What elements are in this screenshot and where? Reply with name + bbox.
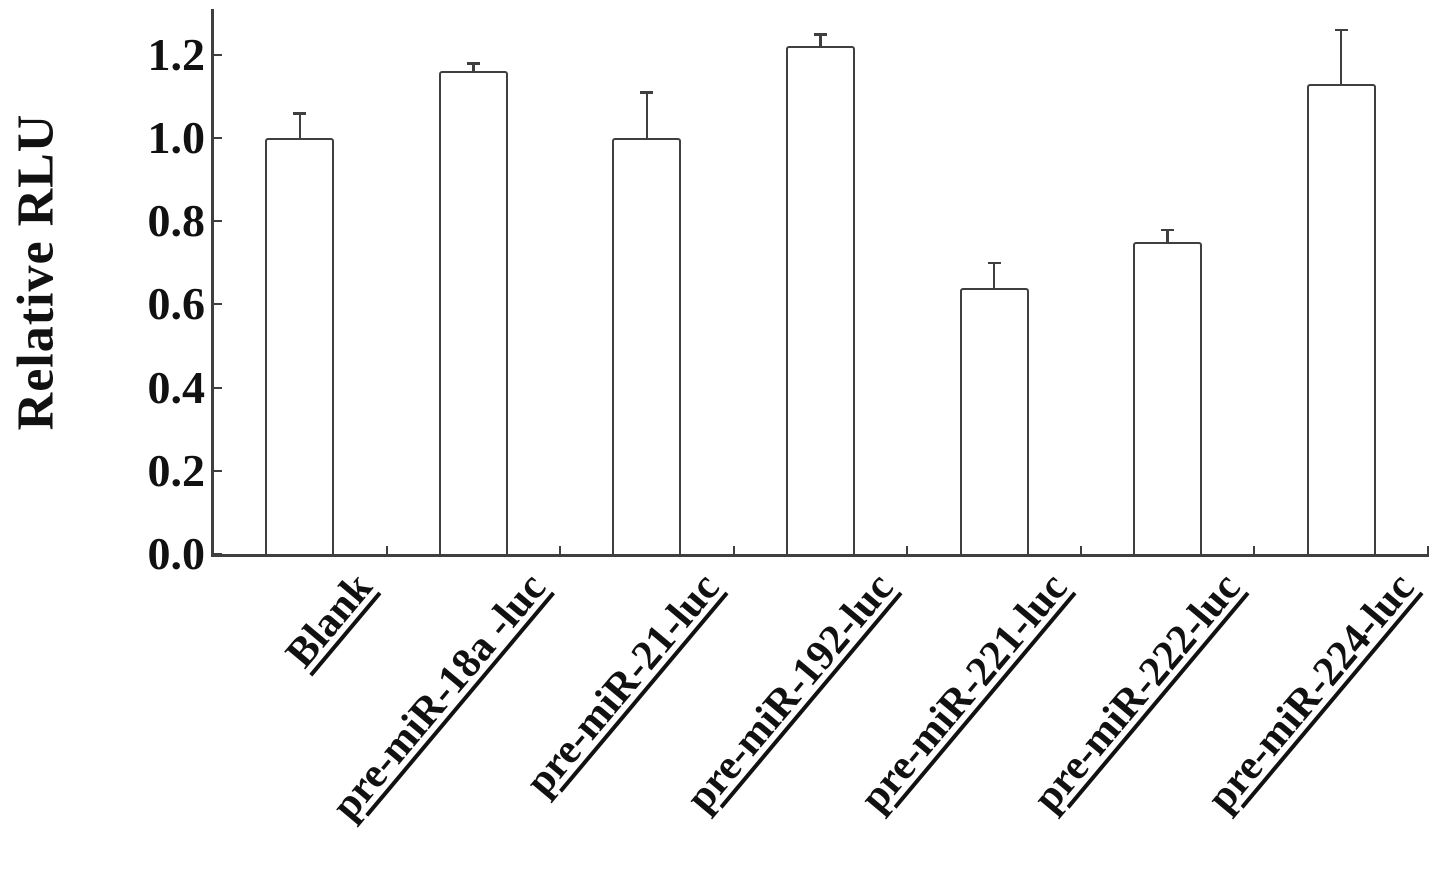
bar xyxy=(438,71,508,556)
x-tick xyxy=(385,546,388,554)
bar xyxy=(1306,83,1376,556)
y-tick xyxy=(213,469,222,472)
y-tick xyxy=(213,53,222,56)
y-tick-label: 0.6 xyxy=(147,278,206,330)
error-bar-cap xyxy=(640,91,654,94)
error-bar-cap xyxy=(1334,28,1348,32)
y-axis-label: Relative RLU xyxy=(7,113,65,431)
y-tick xyxy=(213,553,222,555)
bar xyxy=(959,287,1029,556)
bar xyxy=(265,138,335,556)
y-tick xyxy=(213,303,222,306)
error-bar-cap xyxy=(466,62,480,65)
y-tick-label: 0.0 xyxy=(147,528,206,579)
y-axis-line xyxy=(211,9,214,557)
error-bar-stem xyxy=(472,63,475,72)
x-tick xyxy=(732,546,735,554)
x-tick xyxy=(906,546,909,554)
error-bar-stem xyxy=(1339,29,1343,84)
y-tick-label: 0.2 xyxy=(147,444,206,496)
x-tick xyxy=(1253,546,1256,554)
error-bar-stem xyxy=(298,113,302,138)
error-bar-stem xyxy=(819,34,822,47)
error-bar-cap xyxy=(293,112,307,115)
x-tick xyxy=(1079,546,1082,554)
error-bar-stem xyxy=(645,92,649,138)
y-tick xyxy=(213,386,222,389)
y-tick-label: 1.0 xyxy=(147,112,206,163)
x-category-label: Blank xyxy=(277,564,382,677)
error-bar-stem xyxy=(1166,229,1169,242)
bar xyxy=(1133,242,1203,556)
error-bar-stem xyxy=(992,262,996,288)
x-tick xyxy=(559,546,562,554)
y-tick xyxy=(213,220,222,223)
y-tick-label: 0.4 xyxy=(147,361,206,413)
bar xyxy=(786,46,855,556)
y-tick-label: 1.2 xyxy=(147,28,206,80)
error-bar-cap xyxy=(1161,228,1175,232)
bar xyxy=(612,138,682,556)
y-tick xyxy=(213,137,222,139)
error-bar-cap xyxy=(987,261,1001,265)
y-tick-label: 0.8 xyxy=(147,195,206,247)
error-bar-cap xyxy=(814,33,827,36)
x-tick xyxy=(1427,546,1429,554)
